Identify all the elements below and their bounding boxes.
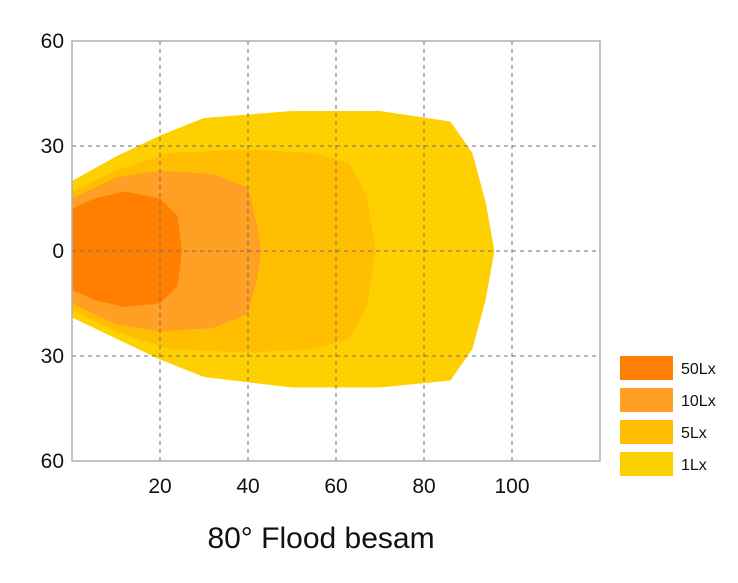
legend: 50Lx 10Lx 5Lx 1Lx (620, 356, 716, 476)
y-tick-label: 0 (52, 240, 64, 263)
grid (72, 41, 600, 461)
x-tick-label: 40 (236, 475, 259, 498)
x-tick-label: 100 (494, 475, 529, 498)
chart-title: 80° Flood besam (207, 522, 434, 555)
legend-label-10lx: 10Lx (681, 393, 716, 410)
legend-label-50lx: 50Lx (681, 361, 716, 378)
legend-swatch-10lx (620, 388, 673, 412)
legend-swatch-1lx (620, 452, 673, 476)
x-tick-label: 60 (324, 475, 347, 498)
y-tick-label: 60 (41, 450, 64, 473)
x-tick-label: 80 (412, 475, 435, 498)
area-series-group (72, 111, 495, 388)
area-50lx (72, 191, 182, 307)
legend-label-1lx: 1Lx (681, 457, 707, 474)
legend-swatch-5lx (620, 420, 673, 444)
x-tick-label: 20 (148, 475, 171, 498)
y-axis: 60 30 0 30 60 (41, 30, 64, 473)
y-tick-label: 60 (41, 30, 64, 53)
y-tick-label: 30 (41, 135, 64, 158)
y-tick-label: 30 (41, 345, 64, 368)
x-axis: 20 40 60 80 100 (148, 475, 529, 498)
plot-frame (71, 40, 601, 462)
legend-label-5lx: 5Lx (681, 425, 707, 442)
legend-swatch-50lx (620, 356, 673, 380)
